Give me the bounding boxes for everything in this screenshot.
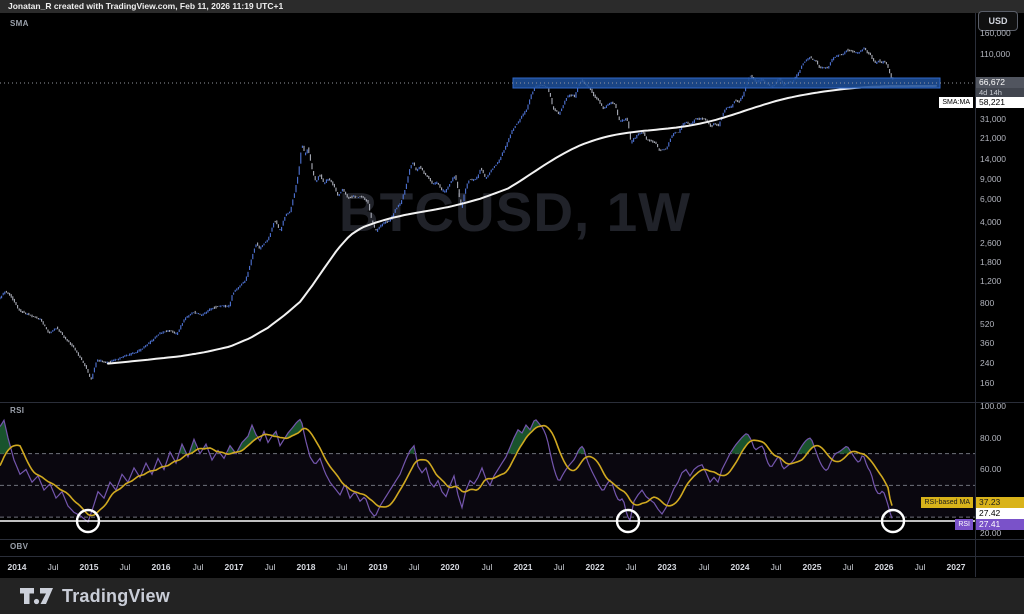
price-axis-label: 9,000 (980, 174, 1002, 184)
time-axis-label: 2022 (585, 562, 605, 572)
sma-name-tag: SMA:MA (939, 97, 973, 108)
time-axis-label: Jul (192, 562, 204, 572)
time-axis-label: 2014 (7, 562, 27, 572)
rsi-value-tag: 27.41 (976, 519, 1024, 530)
time-axis-label: Jul (698, 562, 710, 572)
time-axis-label: 2018 (296, 562, 316, 572)
time-axis-label: 2019 (368, 562, 388, 572)
rsi-axis-label: 80.00 (980, 433, 1002, 443)
price-axis-label: 160 (980, 378, 995, 388)
tradingview-brand-text[interactable]: TradingView (62, 585, 170, 606)
time-axis-label: Jul (119, 562, 131, 572)
price-axis-label: 110,000 (980, 49, 1011, 59)
price-axis-label: 520 (980, 319, 995, 329)
time-axis-label: 2020 (440, 562, 460, 572)
price-axis-label: 1,200 (980, 276, 1002, 286)
trendline-value-tag: 27.42 (976, 508, 1024, 519)
time-axis-label: Jul (47, 562, 59, 572)
rsi-axis-label: 100.00 (980, 401, 1006, 411)
time-axis-label: 2025 (802, 562, 822, 572)
rsi-axis-label: 60.00 (980, 464, 1002, 474)
bar-countdown: 4d 14h (976, 88, 1024, 97)
price-axis-label: 21,000 (980, 133, 1006, 143)
price-axis-label: 6,000 (980, 194, 1002, 204)
rsi-name-tag: RSI (955, 519, 973, 530)
price-axis-label: 4,000 (980, 217, 1002, 227)
time-axis-label: 2023 (657, 562, 677, 572)
rsi-indicator-legend[interactable]: RSI (10, 406, 25, 415)
price-axis-label: 1,800 (980, 257, 1002, 267)
time-axis-label: Jul (481, 562, 493, 572)
time-axis-label: Jul (842, 562, 854, 572)
last-price-value: 66,672 (979, 77, 1005, 87)
time-axis-label: 2015 (79, 562, 99, 572)
time-axis-label: Jul (408, 562, 420, 572)
time-axis-label: 2021 (513, 562, 533, 572)
time-axis-label: 2026 (874, 562, 894, 572)
price-axis-label: 31,000 (980, 114, 1006, 124)
time-axis-label: Jul (625, 562, 637, 572)
time-axis-label: Jul (553, 562, 565, 572)
time-axis-label: Jul (264, 562, 276, 572)
time-axis-label: Jul (770, 562, 782, 572)
tradingview-logo-icon[interactable] (20, 587, 54, 605)
rsi-ma-value-tag: 37.23 (976, 497, 1024, 508)
last-price-tag: 66,672 4d 14h (976, 77, 1024, 97)
time-axis-label: 2027 (946, 562, 966, 572)
sma-value-tag: 58,221 (976, 97, 1024, 108)
footer-bar: TradingView (0, 578, 1024, 614)
time-axis-label: 2017 (224, 562, 244, 572)
price-axis-label: 14,000 (980, 154, 1006, 164)
attribution-text: Jonatan_R created with TradingView.com, … (8, 1, 284, 11)
time-axis-label: 2024 (730, 562, 750, 572)
price-axis-label: 160,000 (980, 28, 1011, 38)
obv-indicator-legend[interactable]: OBV (10, 542, 29, 551)
price-axis-label: 360 (980, 338, 995, 348)
sma-indicator-legend[interactable]: SMA (10, 19, 29, 28)
attribution-bar: Jonatan_R created with TradingView.com, … (0, 0, 1024, 13)
time-axis-label: Jul (914, 562, 926, 572)
time-axis-label: Jul (336, 562, 348, 572)
price-axis-label: 800 (980, 298, 995, 308)
price-axis-label: 2,600 (980, 238, 1002, 248)
rsi-ma-name-tag: RSI-based MA (921, 497, 973, 508)
price-axis-label: 240 (980, 358, 995, 368)
time-axis-label: 2016 (151, 562, 171, 572)
currency-usd-button[interactable]: USD (978, 11, 1018, 31)
rsi-axis-label: 20.00 (980, 528, 1002, 538)
